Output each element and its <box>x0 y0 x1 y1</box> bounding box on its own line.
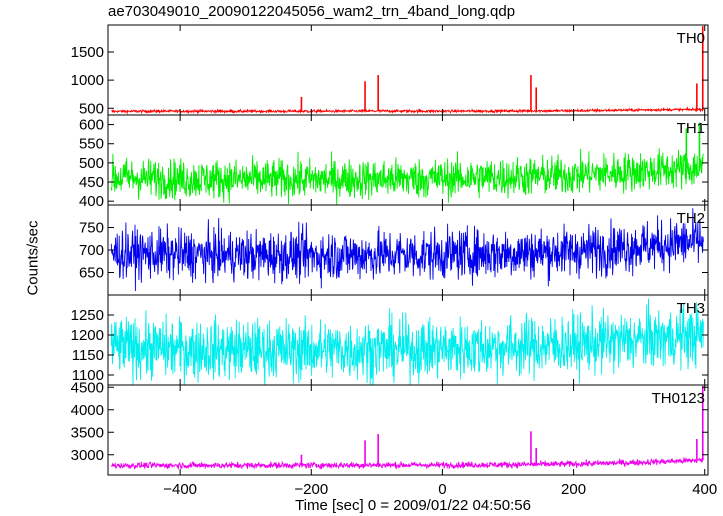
panel-th1-series-line <box>110 148 704 205</box>
panel-th0-ytick-label: 1000 <box>71 72 104 89</box>
panel-th0123-series-line <box>110 457 704 470</box>
panel-th2-ytick-label: 650 <box>79 265 104 282</box>
panel-th3-ytick-label: 1150 <box>72 347 104 364</box>
x-axis-label: Time [sec] 0 = 2009/01/22 04:50:56 <box>295 497 531 514</box>
panel-th0123-ytick-label: 3500 <box>71 424 104 441</box>
panel-th0-ytick-label: 500 <box>79 100 104 117</box>
panel-th1-ytick-label: 600 <box>79 117 104 134</box>
x-tick-label: −400 <box>163 481 197 498</box>
panel-th0123-ytick-label: 4000 <box>71 402 104 419</box>
panel-th0123-ytick-label: 3000 <box>71 447 104 464</box>
panel-th3-label: TH3 <box>677 300 705 317</box>
panel-th2-label: TH2 <box>677 210 705 227</box>
panel-th1-ytick-label: 400 <box>79 193 104 210</box>
x-tick-label: 0 <box>438 481 446 498</box>
panel-th0-ytick-label: 1500 <box>71 44 104 61</box>
panel-th0123-ytick-label: 4500 <box>71 379 104 396</box>
panel-th2-ytick-label: 700 <box>79 242 104 259</box>
chart-title: ae703049010_20090122045056_wam2_trn_4ban… <box>108 3 516 20</box>
x-tick-label: −200 <box>294 481 328 498</box>
panel-th1-ytick-label: 550 <box>79 136 104 153</box>
panel-th1-ytick-label: 450 <box>79 174 104 191</box>
panel-th3-series-line <box>110 298 704 385</box>
panel-th0-frame <box>107 24 709 116</box>
panel-th2-series-line <box>110 208 704 292</box>
panel-th3-ytick-label: 1250 <box>71 307 104 324</box>
x-tick-label: 200 <box>561 481 586 498</box>
panel-th0-label: TH0 <box>677 30 705 47</box>
panel-th2-ytick-label: 750 <box>79 220 104 237</box>
panel-th0123-label: TH0123 <box>652 390 705 407</box>
x-tick-label: 400 <box>692 481 717 498</box>
panel-th1-ytick-label: 500 <box>79 155 104 172</box>
panel-th0123-frame <box>107 384 709 476</box>
panel-th3-ytick-label: 1200 <box>71 327 104 344</box>
panel-th1-label: TH1 <box>677 120 705 137</box>
panel-th3-ytick-label: 1100 <box>72 367 104 384</box>
panel-th0-series-line <box>111 106 704 115</box>
